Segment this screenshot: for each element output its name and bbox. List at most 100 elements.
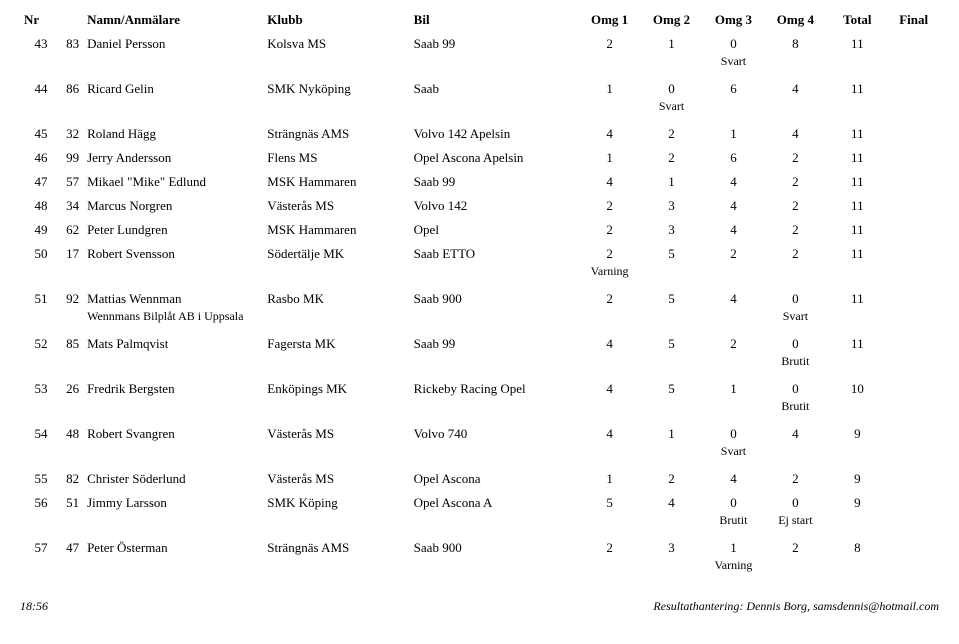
cell-club: Västerås MS [263, 465, 409, 489]
cell-nr: 62 [52, 216, 84, 240]
footer-time: 18:56 [20, 599, 48, 614]
cell-omg1: 1 [579, 465, 641, 489]
cell-omg2: 1 [641, 420, 703, 444]
cell-nr: 99 [52, 144, 84, 168]
cell-club: MSK Hammaren [263, 216, 409, 240]
cell-omg3: 1 [702, 534, 764, 558]
cell-note2: Svart [641, 99, 703, 120]
cell-nr: 83 [52, 30, 84, 54]
cell-car: Opel [410, 216, 579, 240]
cell-note3: Brutit [702, 513, 764, 534]
cell-club: Flens MS [263, 144, 409, 168]
table-row: 4962Peter LundgrenMSK HammarenOpel234211 [20, 216, 939, 240]
cell-club: Rasbo MK [263, 285, 409, 309]
col-nr: Nr [20, 10, 83, 30]
cell-note4: Svart [764, 309, 826, 330]
cell-omg4: 8 [764, 30, 826, 54]
cell-note1 [579, 99, 641, 120]
cell-omg2: 0 [641, 75, 703, 99]
cell-omg1: 2 [579, 192, 641, 216]
table-header-row: Nr Namn/Anmälare Klubb Bil Omg 1 Omg 2 O… [20, 10, 939, 30]
cell-pos: 45 [20, 120, 52, 144]
cell-total: 8 [826, 534, 888, 558]
cell-total: 11 [826, 75, 888, 99]
cell-omg1: 2 [579, 30, 641, 54]
cell-total: 11 [826, 216, 888, 240]
cell-nr: 57 [52, 168, 84, 192]
cell-omg4: 0 [764, 330, 826, 354]
cell-note4: Ej start [764, 513, 826, 534]
cell-note1 [579, 558, 641, 579]
cell-omg4: 4 [764, 120, 826, 144]
cell-omg3: 4 [702, 168, 764, 192]
cell-pos: 48 [20, 192, 52, 216]
cell-note2 [641, 444, 703, 465]
cell-club: MSK Hammaren [263, 168, 409, 192]
cell-omg2: 2 [641, 120, 703, 144]
col-omg4: Omg 4 [764, 10, 826, 30]
table-row: 4486Ricard GelinSMK NyköpingSaab106411 [20, 75, 939, 99]
cell-pos: 57 [20, 534, 52, 558]
cell-omg2: 5 [641, 330, 703, 354]
cell-total: 11 [826, 240, 888, 264]
cell-omg4: 2 [764, 240, 826, 264]
cell-omg4: 0 [764, 489, 826, 513]
cell-omg2: 5 [641, 240, 703, 264]
cell-total: 11 [826, 30, 888, 54]
cell-total: 11 [826, 285, 888, 309]
cell-omg2: 2 [641, 144, 703, 168]
cell-name: Robert Svangren [83, 420, 263, 444]
table-row: 5326Fredrik BergstenEnköpings MKRickeby … [20, 375, 939, 399]
table-row: 5651Jimmy LarssonSMK KöpingOpel Ascona A… [20, 489, 939, 513]
cell-note2 [641, 309, 703, 330]
cell-pos: 44 [20, 75, 52, 99]
cell-car: Opel Ascona Apelsin [410, 144, 579, 168]
cell-omg1: 1 [579, 75, 641, 99]
col-car: Bil [410, 10, 579, 30]
cell-omg3: 6 [702, 144, 764, 168]
cell-omg4: 2 [764, 216, 826, 240]
cell-omg2: 5 [641, 285, 703, 309]
cell-nr: 86 [52, 75, 84, 99]
cell-omg4: 2 [764, 534, 826, 558]
cell-car: Saab 900 [410, 285, 579, 309]
cell-sponsor [83, 513, 410, 534]
cell-omg1: 4 [579, 168, 641, 192]
cell-omg4: 2 [764, 144, 826, 168]
cell-omg1: 1 [579, 144, 641, 168]
cell-omg2: 2 [641, 465, 703, 489]
table-row: 4383Daniel PerssonKolsva MSSaab 99210811 [20, 30, 939, 54]
cell-car: Volvo 142 [410, 192, 579, 216]
cell-omg1: 2 [579, 240, 641, 264]
cell-note1 [579, 399, 641, 420]
table-row: 4757Mikael "Mike" EdlundMSK HammarenSaab… [20, 168, 939, 192]
cell-car: Volvo 142 Apelsin [410, 120, 579, 144]
cell-club: Västerås MS [263, 420, 409, 444]
cell-omg3: 0 [702, 489, 764, 513]
cell-omg4: 2 [764, 168, 826, 192]
cell-omg1: 4 [579, 375, 641, 399]
cell-name: Jimmy Larsson [83, 489, 263, 513]
cell-nr: 48 [52, 420, 84, 444]
cell-note3 [702, 99, 764, 120]
cell-name: Ricard Gelin [83, 75, 263, 99]
cell-note4: Brutit [764, 399, 826, 420]
cell-club: Västerås MS [263, 192, 409, 216]
cell-total: 11 [826, 144, 888, 168]
cell-total: 11 [826, 330, 888, 354]
cell-final [888, 120, 939, 144]
cell-note1 [579, 513, 641, 534]
cell-nr: 82 [52, 465, 84, 489]
cell-note4 [764, 558, 826, 579]
cell-club: Södertälje MK [263, 240, 409, 264]
cell-omg3: 4 [702, 285, 764, 309]
cell-nr: 47 [52, 534, 84, 558]
cell-note3 [702, 309, 764, 330]
cell-sponsor [83, 54, 410, 75]
cell-omg2: 1 [641, 30, 703, 54]
table-row: 5448Robert SvangrenVästerås MSVolvo 7404… [20, 420, 939, 444]
cell-sponsor [83, 444, 410, 465]
cell-omg1: 4 [579, 330, 641, 354]
cell-final [888, 168, 939, 192]
cell-pos: 49 [20, 216, 52, 240]
